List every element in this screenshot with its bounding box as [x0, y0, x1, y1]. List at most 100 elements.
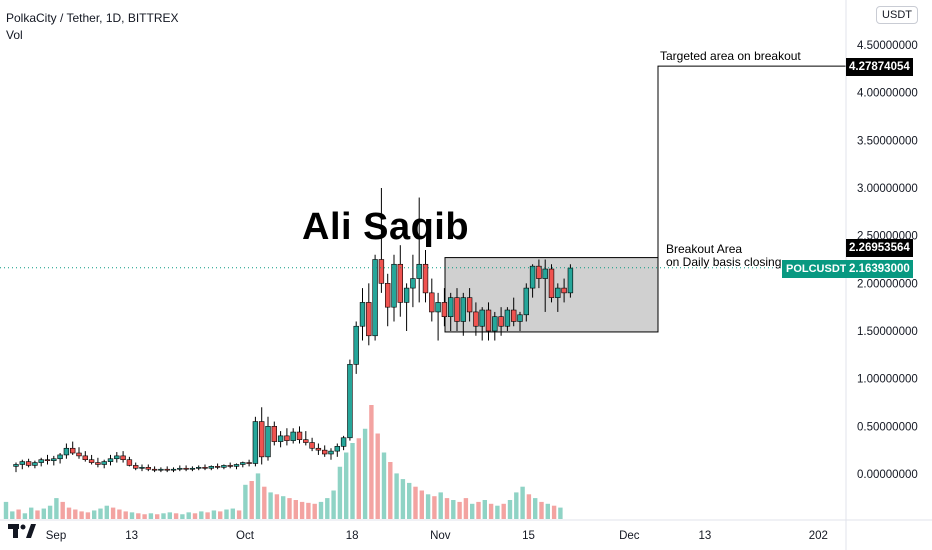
- currency-button[interactable]: USDT: [876, 6, 918, 24]
- candle-body: [555, 287, 561, 298]
- candle-body: [340, 437, 347, 447]
- volume-bar: [344, 452, 349, 519]
- volume-bar: [22, 513, 28, 519]
- candle-body: [334, 446, 340, 452]
- volume-bar: [155, 514, 160, 519]
- time-tick-label: Oct: [236, 530, 255, 542]
- target-annotation: Targeted area on breakout: [660, 49, 801, 63]
- volume-bar: [482, 500, 487, 519]
- volume-bar: [274, 494, 280, 519]
- candle-body: [240, 462, 246, 465]
- candle-body: [170, 468, 177, 471]
- candle-body: [57, 454, 63, 460]
- volume-bar: [205, 512, 210, 519]
- volume-label: Vol: [6, 28, 23, 42]
- volume-bar: [507, 500, 513, 519]
- candle-body: [366, 302, 372, 337]
- time-tick-label: 13: [699, 530, 712, 542]
- candle-body: [38, 459, 44, 463]
- volume-bar: [306, 502, 311, 519]
- candle-body: [510, 309, 517, 322]
- volume-bar: [211, 510, 217, 519]
- author-watermark: Ali Saqib: [302, 206, 470, 248]
- candle-body: [460, 297, 466, 322]
- symbol-title: PolkaCity / Tether, 1D, BITTREX: [6, 11, 179, 25]
- candle-body: [126, 459, 133, 466]
- candle-body: [63, 447, 70, 456]
- volume-bar: [3, 501, 9, 519]
- breakout-annotation-line2: on Daily basis closing.: [666, 255, 785, 269]
- candle-body: [19, 461, 25, 465]
- candle-body: [561, 287, 567, 294]
- candle-body: [158, 468, 164, 471]
- breakout-annotation-line1: Breakout Area: [666, 242, 743, 256]
- volume-bar: [488, 503, 494, 519]
- candle-body: [416, 263, 422, 279]
- tradingview-logo[interactable]: [8, 520, 38, 542]
- candle-body: [479, 309, 485, 327]
- volume-bar: [287, 498, 292, 519]
- candle-body: [189, 467, 196, 470]
- candle-body: [101, 461, 107, 465]
- volume-bar: [180, 514, 185, 519]
- last-price-tag: 2.16393000: [846, 260, 913, 278]
- volume-bar: [10, 511, 15, 519]
- candle-body: [498, 316, 504, 327]
- volume-bar: [54, 498, 59, 519]
- volume-bar: [381, 452, 387, 519]
- candle-body: [44, 459, 51, 462]
- volume-bar: [318, 501, 324, 519]
- candle-body: [422, 263, 429, 294]
- volume-bar: [451, 500, 456, 519]
- candle-body: [296, 431, 303, 440]
- time-tick-label: 202: [809, 530, 828, 542]
- volume-bar: [16, 509, 21, 519]
- time-tick-label: 13: [125, 530, 138, 542]
- candle-body: [536, 265, 542, 279]
- candle-body: [359, 302, 366, 327]
- volume-bar: [268, 492, 273, 519]
- volume-bar: [520, 486, 525, 519]
- volume-bar: [526, 494, 532, 519]
- volume-bar: [79, 511, 84, 519]
- candle-body: [271, 426, 277, 442]
- volume-bar: [142, 514, 147, 519]
- candle-body: [221, 465, 227, 468]
- volume-bar: [400, 479, 406, 519]
- price-tick-label: 2.00000000: [857, 278, 918, 290]
- candle-body: [567, 267, 574, 294]
- candle-body: [252, 421, 259, 464]
- volume-bar: [350, 443, 355, 519]
- time-tick-label: Sep: [46, 530, 66, 542]
- volume-bar: [29, 507, 34, 519]
- candle-body: [517, 314, 523, 322]
- volume-bar: [356, 438, 361, 519]
- volume-bar: [104, 505, 109, 519]
- volume-bar: [407, 482, 412, 519]
- volume-bar: [249, 481, 254, 519]
- volume-bar: [161, 513, 166, 519]
- volume-bar: [129, 512, 135, 519]
- price-tick-label: 3.00000000: [857, 183, 918, 195]
- time-tick-label: Nov: [430, 530, 451, 542]
- volume-bar: [539, 501, 544, 519]
- candle-body: [321, 449, 328, 455]
- price-tick-label: 0.00000000: [857, 469, 918, 481]
- candle-body: [258, 421, 265, 458]
- volume-bar: [98, 508, 103, 519]
- volume-bar: [470, 503, 475, 519]
- candle-body: [410, 278, 416, 289]
- volume-bar: [281, 496, 286, 519]
- candle-body: [353, 325, 359, 365]
- volume-bar: [224, 509, 229, 519]
- candle-body: [13, 464, 19, 467]
- candle-body: [202, 467, 208, 469]
- candle-body: [151, 468, 158, 471]
- candlesticks: [13, 188, 574, 473]
- candle-body: [95, 462, 101, 465]
- candle-body: [120, 455, 126, 460]
- volume-bar: [41, 508, 46, 519]
- volume-bar: [369, 405, 374, 519]
- candle-body: [227, 465, 233, 467]
